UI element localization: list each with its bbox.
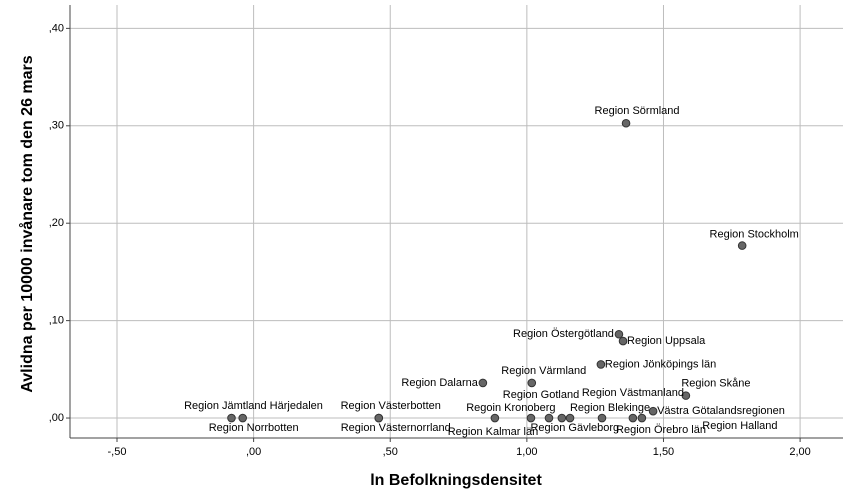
data-point (490, 413, 500, 423)
x-tick-label: ,50 (383, 446, 398, 458)
x-tick-label: 1,50 (653, 446, 674, 458)
point-label: Region Östergötland (513, 328, 614, 340)
point-label: Region Jämtland Härjedalen (184, 400, 323, 412)
data-point (227, 413, 236, 423)
point-label: Region Norrbotten (209, 422, 299, 434)
point-label: Region Uppsala (627, 335, 706, 347)
y-axis-label: Avlidna per 10000 invånare tom den 26 ma… (18, 55, 36, 392)
data-point (374, 413, 384, 423)
data-point (637, 413, 647, 423)
data-point (648, 406, 658, 416)
data-point (527, 378, 537, 388)
data-point (596, 360, 606, 369)
data-point (557, 413, 567, 423)
point-label: Region Jönköpings län (605, 358, 716, 370)
point-label: Region Blekinge (570, 402, 650, 414)
data-point (621, 118, 631, 128)
y-tick-label: ,10 (49, 315, 64, 327)
point-label: Regoin Kronoberg (466, 402, 555, 414)
point-label: Region Västmanland (582, 387, 684, 399)
point-label: Region Västerbotten (341, 400, 441, 412)
point-label: Region Gävleborg (530, 422, 619, 434)
x-tick-label: ,00 (246, 446, 261, 458)
y-tick-label: ,00 (49, 412, 64, 424)
y-tick-label: ,20 (49, 217, 64, 229)
x-tick-label: 2,00 (789, 446, 810, 458)
data-point (526, 413, 536, 423)
plot-area (70, 5, 843, 438)
data-point (628, 413, 638, 423)
data-point (737, 241, 747, 250)
y-tick-label: ,30 (49, 120, 64, 132)
data-point (681, 391, 691, 400)
data-point (478, 378, 488, 388)
data-point (618, 336, 628, 346)
point-label: Region Dalarna (401, 377, 478, 389)
point-label: Region Skåne (681, 378, 750, 390)
point-label: Region Sörmland (595, 105, 680, 117)
y-tick-label: ,40 (49, 22, 64, 34)
data-point (565, 413, 575, 423)
x-axis-label: ln Befolkningsdensitet (370, 472, 542, 489)
point-label: Region Stockholm (710, 229, 799, 241)
point-label: Region Västernorrland (341, 422, 451, 434)
x-tick-label: 1,00 (516, 446, 537, 458)
data-point (544, 413, 554, 423)
data-point (597, 413, 607, 423)
point-label: Region Gotland (503, 389, 579, 401)
x-tick-label: -,50 (108, 446, 127, 458)
point-label: Västra Götalandsregionen (657, 405, 785, 417)
point-label: Region Värmland (501, 365, 586, 377)
point-label: Region Kalmar län (448, 426, 539, 438)
data-point (614, 329, 624, 339)
point-label: Region Örebro län (616, 424, 706, 436)
data-point (238, 413, 247, 423)
point-label: Region Halland (702, 420, 777, 432)
